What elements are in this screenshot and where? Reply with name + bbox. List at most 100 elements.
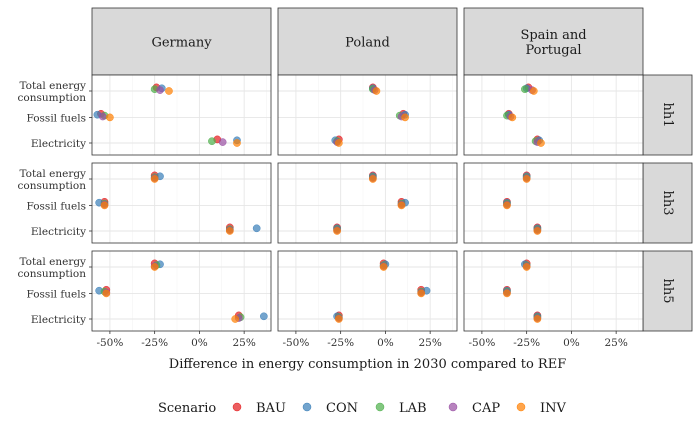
- panel-border: [91, 162, 272, 244]
- x-tick-label: -25%: [513, 337, 540, 349]
- row-strip: [642, 162, 693, 244]
- row-strip: [642, 74, 693, 156]
- legend-label-cap: CAP: [472, 401, 500, 416]
- data-point-inv: [503, 201, 511, 210]
- y-tick-label: Electricity: [31, 314, 86, 326]
- y-tick-label: Total energy: [19, 80, 86, 92]
- data-point-inv: [397, 201, 406, 210]
- data-point-inv: [102, 289, 111, 298]
- y-tick-label: consumption: [18, 268, 87, 280]
- row-strip-label: hh1: [660, 102, 675, 127]
- panel-border: [91, 250, 272, 332]
- data-point-inv: [401, 113, 409, 122]
- data-point-con: [259, 312, 268, 321]
- data-point-inv: [106, 113, 114, 122]
- legend-label-inv: INV: [540, 401, 567, 416]
- facet-panel: [91, 162, 272, 244]
- facet-panel: [463, 162, 644, 244]
- panel-border: [463, 250, 644, 332]
- data-point-inv: [522, 175, 531, 183]
- column-strip-label: Poland: [345, 36, 390, 51]
- legend-swatch-bau: [232, 402, 242, 412]
- legend-swatch-lab: [375, 402, 385, 412]
- facet-panel: [277, 74, 458, 156]
- x-tick-label: -25%: [141, 337, 168, 349]
- x-tick-label: -25%: [327, 337, 354, 349]
- data-point-inv: [150, 263, 159, 271]
- data-point-cap: [218, 138, 227, 146]
- legend-swatch-inv: [516, 402, 526, 412]
- data-point-inv: [503, 289, 511, 298]
- y-tick-label: Electricity: [31, 138, 86, 150]
- data-point-inv: [150, 175, 159, 183]
- panel-border: [463, 162, 644, 244]
- panel-border: [277, 74, 458, 156]
- panel-border: [463, 74, 644, 156]
- column-strip: [277, 7, 458, 76]
- x-tick-label: 0%: [191, 337, 208, 349]
- data-point-inv: [225, 227, 234, 235]
- facet-panel: [277, 162, 458, 244]
- panel-border: [277, 250, 458, 332]
- column-strip: [91, 7, 272, 76]
- x-tick-label: 25%: [232, 337, 255, 349]
- y-tick-label: Total energy: [19, 168, 86, 180]
- data-point-inv: [100, 201, 109, 210]
- data-point-inv: [533, 315, 542, 323]
- y-tick-label: Total energy: [19, 256, 86, 268]
- legend-title: Scenario: [158, 401, 216, 416]
- data-point-inv: [537, 139, 545, 147]
- x-tick-label: 0%: [563, 337, 580, 349]
- row-strip: [642, 250, 693, 332]
- column-strip-label: Spain and: [520, 28, 586, 43]
- facet-panel: [91, 250, 272, 332]
- x-tick-label: 25%: [418, 337, 441, 349]
- panel-border: [277, 162, 458, 244]
- data-point-inv: [508, 113, 517, 122]
- data-point-inv: [333, 227, 341, 235]
- data-point-inv: [233, 139, 241, 147]
- y-tick-label: Fossil fuels: [27, 112, 86, 124]
- data-point-inv: [335, 315, 343, 323]
- data-point-inv: [231, 315, 240, 323]
- data-point-cap: [156, 86, 164, 94]
- data-point-inv: [533, 227, 542, 235]
- x-tick-label: -50%: [282, 337, 309, 349]
- y-tick-label: Electricity: [31, 226, 86, 238]
- data-point-inv: [379, 263, 388, 271]
- column-strip-label: Germany: [151, 36, 212, 51]
- y-tick-label: Fossil fuels: [27, 288, 86, 300]
- legend-swatch-con: [302, 402, 312, 412]
- data-point-inv: [165, 87, 173, 95]
- panel-border: [91, 74, 272, 156]
- legend-label-con: CON: [326, 401, 358, 416]
- x-axis-title: Difference in energy consumption in 2030…: [169, 357, 566, 372]
- legend-label-lab: LAB: [399, 401, 427, 416]
- y-tick-label: consumption: [18, 180, 87, 192]
- x-tick-label: -50%: [468, 337, 495, 349]
- row-strip-label: hh5: [660, 278, 675, 303]
- data-point-inv: [529, 87, 538, 95]
- legend-label-bau: BAU: [256, 401, 286, 416]
- facet-panel: [463, 250, 644, 332]
- legend-swatch-cap: [448, 402, 458, 412]
- facet-panel: [463, 74, 644, 156]
- data-point-lab: [208, 137, 216, 146]
- y-tick-label: consumption: [18, 92, 87, 104]
- legend: Scenario BAU CON LAB CAP INV: [158, 401, 567, 416]
- data-point-inv: [372, 87, 381, 95]
- data-point-inv: [417, 289, 426, 298]
- x-tick-label: -50%: [96, 337, 123, 349]
- facet-panel: [91, 74, 272, 156]
- data-point-inv: [522, 263, 531, 271]
- column-strip: [463, 7, 644, 76]
- data-point-con: [252, 224, 261, 233]
- data-point-inv: [335, 139, 343, 147]
- data-point-cap: [98, 112, 107, 121]
- data-point-lab: [521, 85, 529, 94]
- row-strip-label: hh3: [660, 190, 675, 215]
- column-strip-label: Portugal: [525, 43, 581, 58]
- data-point-inv: [369, 175, 377, 183]
